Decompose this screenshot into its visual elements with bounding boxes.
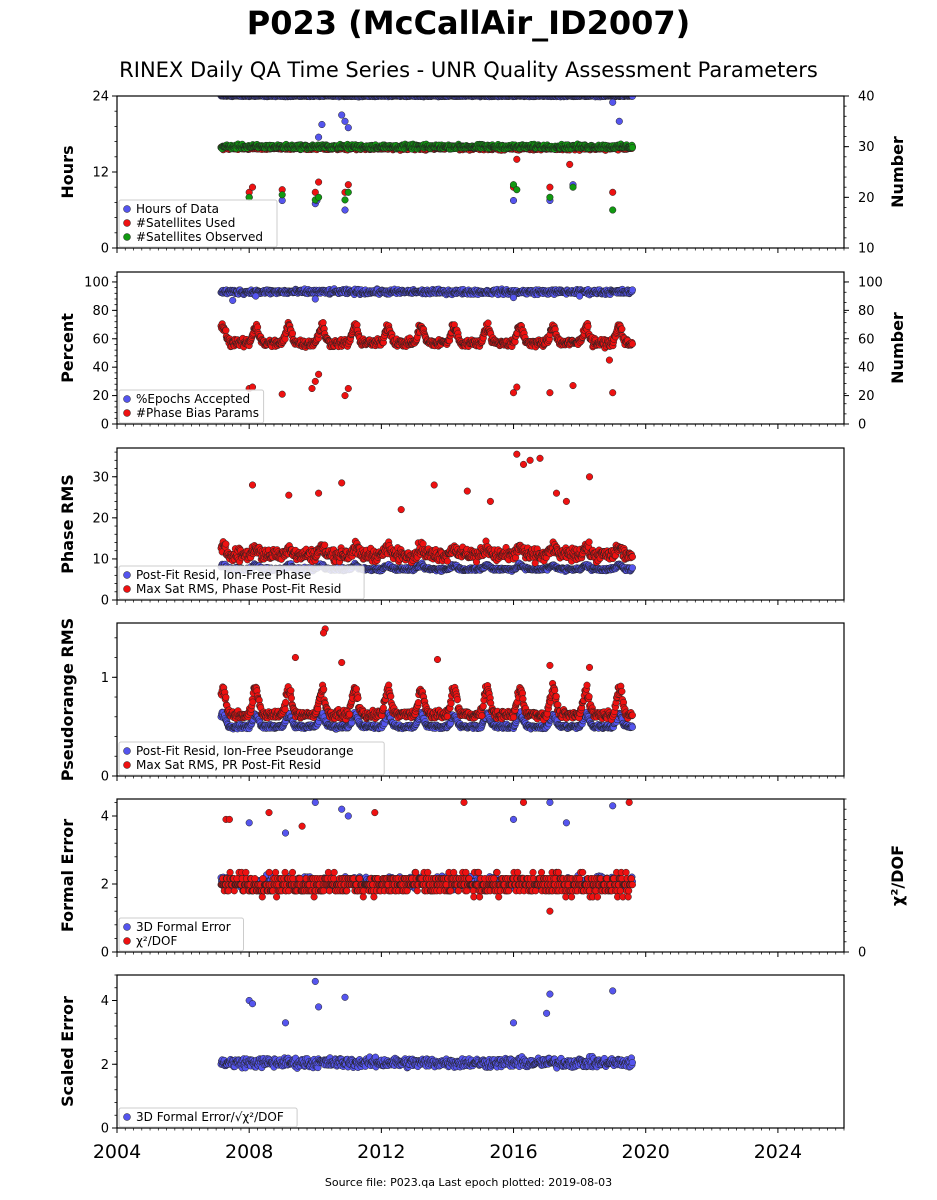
- ytick-label: 80: [92, 304, 109, 319]
- outlier-hours-0: [344, 124, 352, 132]
- legend-hours: Hours of Data#Satellites Used#Satellites…: [118, 199, 278, 248]
- legend-label: %Epochs Accepted: [136, 392, 250, 406]
- outlier-percent-1: [344, 384, 352, 393]
- outlier-hours-0: [341, 117, 349, 125]
- outlier-hours-0: [615, 117, 623, 125]
- legend-marker: [123, 233, 131, 241]
- outlier-hours-2: [344, 188, 352, 196]
- legend-label: #Satellites Used: [136, 216, 235, 230]
- ylabel-percent: Percent: [58, 313, 77, 383]
- outlier-hours-1: [546, 183, 554, 191]
- outlier-percent-1: [341, 392, 349, 400]
- outlier-hours-0: [318, 120, 326, 129]
- outlier-hours-1: [513, 155, 521, 163]
- ytick-label: 100: [84, 275, 109, 290]
- outlier-percent-1: [311, 377, 319, 385]
- outlier-hours-0: [341, 206, 349, 214]
- outlier-hours-0: [509, 196, 518, 205]
- legend-percent: %Epochs Accepted#Phase Bias Params: [118, 389, 265, 424]
- ytick-label: 12: [92, 166, 109, 181]
- ytick-right-label: 60: [858, 332, 875, 347]
- ytick-right-label: 20: [858, 389, 875, 404]
- ytick-right-label: 0: [858, 418, 866, 433]
- outlier-percent-1: [308, 384, 316, 393]
- point-percent-1: [584, 322, 592, 330]
- legend-marker: [123, 205, 131, 213]
- ytick-label: 0: [101, 242, 109, 257]
- outlier-hours-1: [315, 178, 323, 186]
- outlier-percent-1: [278, 390, 286, 398]
- ytick-right-label: 80: [858, 304, 875, 319]
- legend-marker: [123, 395, 131, 403]
- outlier-hours-1: [248, 183, 257, 191]
- ytick-label: 0: [101, 418, 109, 433]
- outlier-hours-1: [609, 188, 617, 196]
- outlier-hours-2: [609, 206, 617, 214]
- ytick-label: 60: [92, 332, 109, 347]
- points-hours: [217, 96, 636, 214]
- outlier-percent-1: [315, 370, 323, 378]
- point-percent-1: [618, 325, 626, 333]
- outlier-percent-0: [311, 295, 319, 303]
- outlier-hours-2: [546, 193, 554, 201]
- ylabel-hours: Hours: [58, 145, 77, 198]
- legend-label: #Phase Bias Params: [136, 406, 259, 420]
- chart-subtitle: RINEX Daily QA Time Series - UNR Quality…: [119, 58, 818, 82]
- chart-title: P023 (McCallAir_ID2007): [246, 4, 691, 42]
- outlier-percent-1: [609, 389, 617, 397]
- point-percent-1: [222, 326, 230, 334]
- legend-label: #Satellites Observed: [136, 230, 263, 244]
- legend-marker: [123, 409, 131, 417]
- outlier-hours-2: [278, 191, 286, 199]
- ytick-right-label: 40: [858, 361, 875, 376]
- point-percent-1: [288, 329, 297, 337]
- outlier-percent-0: [229, 296, 237, 304]
- ytick-right-label: 100: [858, 275, 883, 290]
- ytick-label: 40: [92, 361, 109, 376]
- point-percent-1: [281, 335, 289, 343]
- outlier-percent-1: [569, 382, 577, 390]
- ytick-right-label: 10: [858, 242, 875, 257]
- point-percent-1: [628, 340, 636, 348]
- ytick-label: 24: [92, 90, 109, 105]
- outlier-hours-1: [344, 181, 352, 189]
- ytick-right-label: 30: [858, 140, 875, 155]
- points-percent: [217, 285, 636, 400]
- outlier-hours-0: [609, 98, 617, 106]
- outlier-percent-1: [248, 383, 257, 391]
- outlier-percent-0: [509, 294, 518, 302]
- legend-label: Hours of Data: [136, 202, 219, 216]
- outlier-hours-2: [513, 186, 521, 194]
- point-percent-0: [628, 286, 636, 294]
- outlier-hours-2: [341, 196, 349, 204]
- outlier-hours-1: [311, 188, 319, 196]
- panel-percent: 0 20 40 60 80 100 0 20 40 60 80 100 Percent Number %Ep…: [58, 271, 907, 433]
- outlier-percent-1: [546, 389, 554, 397]
- legend-marker: [123, 219, 131, 227]
- outlier-hours-2: [569, 183, 577, 191]
- ylabel-right-hours: Number: [888, 136, 907, 208]
- ylabel-right-percent: Number: [888, 312, 907, 384]
- outlier-percent-1: [513, 383, 521, 391]
- outlier-hours-2: [315, 193, 323, 201]
- ytick-right-label: 20: [858, 191, 875, 206]
- point-hours-2: [628, 144, 636, 152]
- outlier-percent-1: [605, 356, 613, 364]
- point-percent-1: [484, 319, 492, 327]
- point-percent-1: [319, 319, 327, 327]
- points-phase: [217, 450, 636, 575]
- outlier-hours-0: [315, 133, 323, 141]
- outlier-percent-0: [576, 292, 584, 300]
- ytick-right-label: 40: [858, 90, 875, 105]
- outlier-hours-0: [338, 111, 346, 119]
- outlier-hours-1: [566, 160, 574, 168]
- outlier-percent-0: [252, 292, 260, 300]
- ytick-label: 20: [92, 389, 109, 404]
